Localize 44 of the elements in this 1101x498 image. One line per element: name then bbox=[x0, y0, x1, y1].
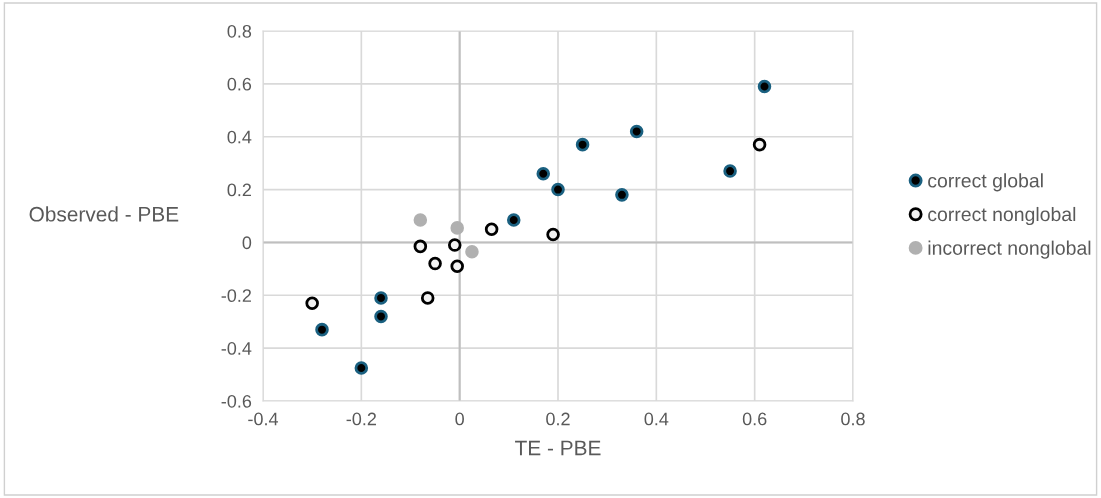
y-tick-label: 0 bbox=[242, 236, 252, 250]
y-tick-label: -0.4 bbox=[221, 342, 252, 355]
point bbox=[551, 182, 565, 197]
x-tick-label: -0.2 bbox=[346, 412, 376, 426]
legend-label: incorrect nonglobal bbox=[928, 240, 1091, 259]
point bbox=[315, 322, 329, 337]
x-tick-label: -0.4 bbox=[248, 412, 279, 426]
y-tick-label: 0.4 bbox=[227, 130, 252, 144]
point bbox=[413, 239, 428, 254]
legend-label: correct global bbox=[928, 173, 1043, 192]
point bbox=[465, 244, 479, 259]
point bbox=[428, 256, 442, 271]
point bbox=[354, 361, 369, 375]
x-axis-title: TE - PBE bbox=[515, 440, 601, 456]
y-axis-title: Observed - PBE bbox=[29, 206, 179, 222]
point bbox=[420, 291, 435, 305]
x-tick-label: 0.2 bbox=[546, 412, 570, 426]
x-tick-label: 0.4 bbox=[644, 412, 669, 426]
point bbox=[447, 238, 462, 252]
y-tick-label: 0.2 bbox=[227, 183, 251, 197]
point bbox=[575, 137, 590, 152]
y-tick-label: -0.6 bbox=[221, 394, 252, 408]
x-tick-label: 0 bbox=[455, 412, 464, 426]
point bbox=[450, 221, 464, 235]
point bbox=[374, 291, 388, 305]
point bbox=[484, 222, 499, 236]
point bbox=[757, 79, 772, 94]
point bbox=[536, 166, 551, 181]
point bbox=[615, 188, 629, 202]
y-tick-label: 0.6 bbox=[227, 77, 252, 91]
x-tick-label: 0.6 bbox=[742, 412, 767, 426]
point bbox=[413, 213, 428, 227]
legend-label: correct nonglobal bbox=[928, 206, 1076, 226]
point bbox=[723, 164, 737, 178]
point bbox=[752, 137, 767, 152]
point bbox=[506, 213, 521, 227]
point bbox=[374, 309, 388, 324]
x-tick-label: 0.8 bbox=[841, 412, 865, 426]
y-tick-label: -0.2 bbox=[221, 289, 251, 303]
point bbox=[450, 259, 464, 273]
point bbox=[305, 296, 319, 310]
point bbox=[546, 227, 560, 242]
point bbox=[629, 124, 644, 139]
y-tick-label: 0.8 bbox=[227, 24, 252, 38]
